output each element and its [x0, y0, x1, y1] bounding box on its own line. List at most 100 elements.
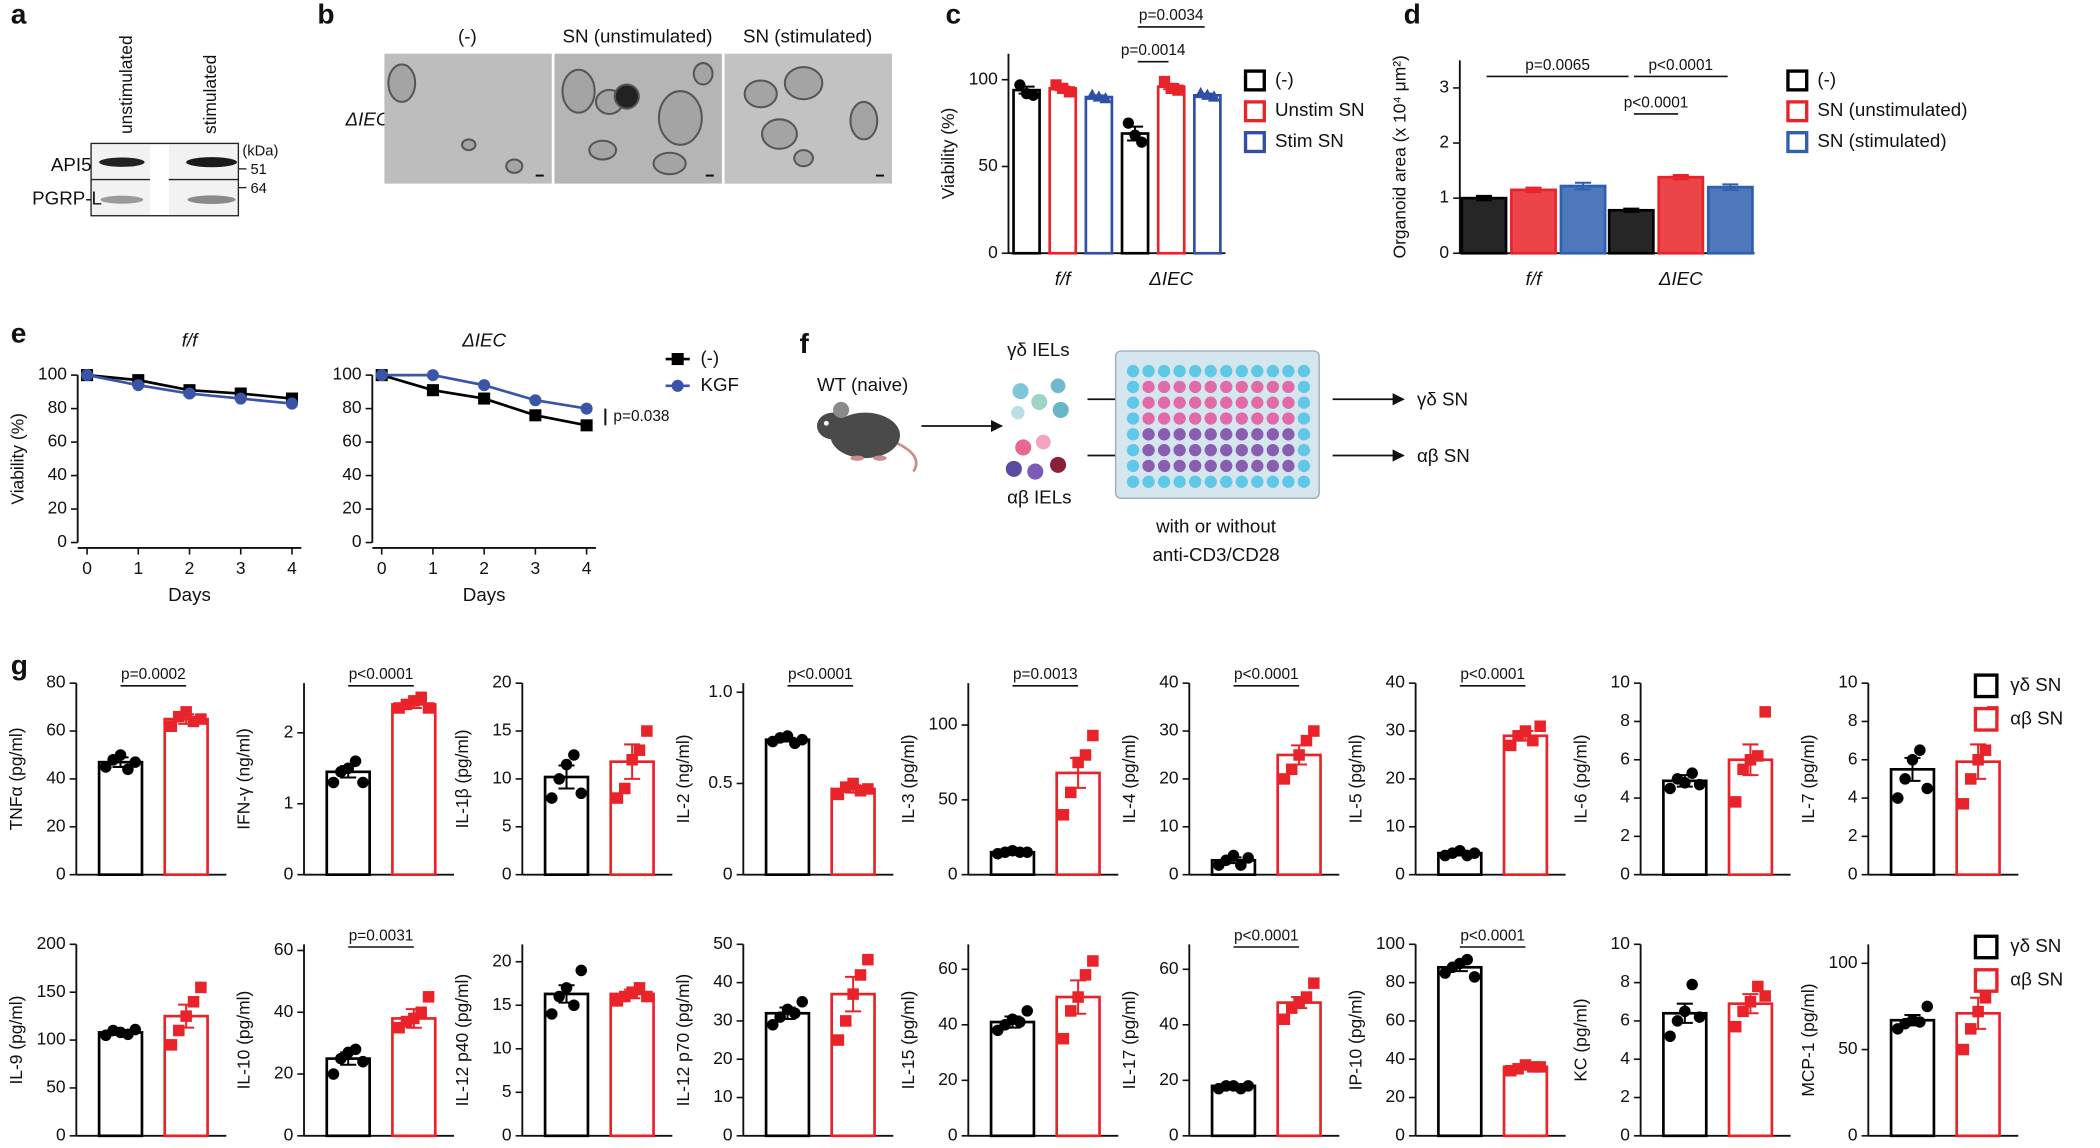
data-point [854, 969, 867, 981]
data-point [1278, 1013, 1291, 1026]
y-tick-label: 80 [48, 397, 67, 417]
column-label: (-) [458, 26, 477, 47]
y-tick-label: 1 [284, 792, 294, 812]
bar [97, 1031, 144, 1138]
y-tick-label: 20 [46, 815, 65, 835]
data-point [1693, 1011, 1706, 1023]
well [1189, 380, 1202, 394]
y-tick-label: 50 [978, 155, 997, 175]
legend-swatch [1973, 934, 1999, 960]
y-tick-label: 80 [46, 672, 65, 692]
bar [764, 1011, 811, 1138]
significance-label: p<0.0001 [788, 666, 853, 683]
well [1251, 428, 1264, 441]
y-tick-label: 15 [492, 994, 511, 1014]
well [1251, 459, 1264, 473]
well [1173, 428, 1186, 441]
y-axis-label: Organoid area (x 10⁴ μm²) [1389, 55, 1409, 258]
data-point [478, 379, 491, 392]
data-point [132, 379, 145, 392]
well [1297, 428, 1311, 441]
well [1173, 380, 1186, 394]
data-point [619, 782, 631, 795]
well [1220, 428, 1233, 441]
legend-marker [671, 353, 684, 366]
legend-marker [671, 379, 684, 392]
well [1266, 396, 1280, 409]
legend-label: (-) [1275, 68, 1294, 89]
legend-swatch [1243, 131, 1266, 154]
well [1235, 443, 1248, 457]
y-tick-label: 20 [342, 498, 361, 518]
data-point [349, 755, 362, 767]
y-tick-label: 30 [1159, 720, 1178, 740]
y-tick-label: 0 [1848, 863, 1858, 883]
well [1251, 412, 1264, 425]
data-point [1021, 846, 1033, 858]
data-point [400, 1015, 413, 1028]
data-point [415, 1006, 427, 1019]
data-point [568, 999, 580, 1012]
bar [1055, 771, 1101, 877]
y-tick-label: 0 [57, 531, 67, 551]
y-tick-label: 0 [723, 863, 733, 883]
data-point [575, 787, 588, 800]
well [1126, 412, 1140, 425]
band [187, 195, 236, 204]
y-tick-label: 60 [48, 431, 67, 451]
y-tick-label: 0 [284, 863, 294, 883]
cell-label: γδ IELs [1007, 339, 1070, 360]
data-point [619, 990, 631, 1003]
well [1142, 364, 1155, 378]
y-tick-label: 100 [333, 364, 362, 384]
y-tick-label: 2 [1620, 825, 1630, 845]
bar [1889, 1018, 1936, 1138]
y-tick-label: 20 [713, 1048, 732, 1068]
well [1204, 380, 1217, 394]
data-point [580, 419, 593, 432]
data-point [129, 756, 142, 768]
well [1220, 364, 1233, 378]
bar [989, 1020, 1036, 1138]
y-axis-label: TNFα (pg/ml) [6, 727, 26, 830]
legend-label: Unstim SN [1275, 99, 1365, 120]
blot: unstimulated stimulated API5 PGRP-L (kDa… [32, 35, 278, 217]
data-point [165, 720, 178, 733]
x-tick-label: ΔIEC [1658, 268, 1703, 289]
data-point [796, 996, 808, 1008]
y-tick-label: 40 [1386, 672, 1405, 692]
y-axis-label: IL-6 (pg/ml) [1570, 734, 1590, 823]
well [1204, 459, 1217, 473]
data-point [422, 991, 435, 1003]
y-tick-label: 0 [56, 1124, 66, 1144]
y-tick-label: 30 [1386, 720, 1405, 740]
y-tick-label: 0 [1620, 1124, 1630, 1144]
y-tick-label: 0 [1169, 863, 1179, 883]
bar [1510, 188, 1557, 255]
y-tick-label: 0 [502, 1124, 512, 1144]
well [1142, 475, 1155, 488]
y-tick-label: 4 [1620, 1048, 1630, 1068]
well [1297, 380, 1311, 394]
well [1157, 396, 1171, 409]
data-point [1504, 739, 1517, 752]
data-point [1057, 1032, 1070, 1045]
x-tick-label: 1 [133, 558, 143, 578]
chart-title: ΔIEC [461, 330, 506, 351]
data-point [1207, 90, 1221, 102]
data-point [285, 397, 298, 410]
y-tick-label: 100 [37, 1029, 66, 1049]
data-point [393, 1021, 405, 1034]
y-tick-label: 20 [938, 1069, 957, 1089]
significance-label: p<0.0001 [349, 666, 414, 683]
data-point [840, 781, 852, 793]
legend-label: SN (stimulated) [1817, 130, 1946, 151]
y-tick-label: 0 [352, 531, 362, 551]
well [1204, 475, 1217, 488]
bar [1955, 760, 2001, 877]
data-point [611, 995, 624, 1007]
x-axis-label: Days [168, 584, 211, 605]
y-tick-label: 6 [1620, 748, 1630, 768]
data-point [426, 384, 439, 397]
y-tick-label: 20 [274, 1063, 293, 1083]
